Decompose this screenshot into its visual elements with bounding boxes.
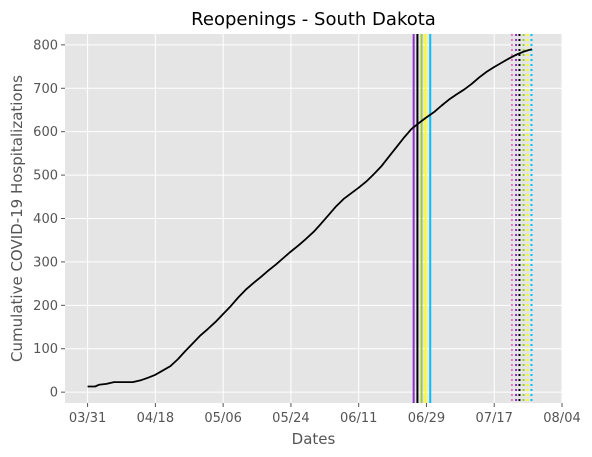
x-tick-label: 03/31	[69, 411, 106, 426]
x-tick-label: 06/29	[408, 411, 445, 426]
hospitalizations-series-line	[87, 48, 533, 388]
y-tick-label: 0	[50, 386, 58, 401]
x-tick-label: 04/18	[137, 411, 174, 426]
y-tick-label: 600	[33, 125, 58, 140]
y-tick-label: 100	[33, 342, 58, 357]
y-tick-label: 300	[33, 255, 58, 270]
y-tick-label: 200	[33, 299, 58, 314]
y-axis-title: Cumulative COVID-19 Hospitalizations	[8, 75, 26, 362]
y-tick-label: 800	[33, 38, 58, 53]
y-tick-label: 400	[33, 212, 58, 227]
y-tick-label: 700	[33, 82, 58, 97]
y-tick-label: 500	[33, 169, 58, 184]
x-tick-label: 05/24	[272, 411, 309, 426]
reopening-markers	[412, 34, 533, 403]
tick-labels: 03/31 04/18 05/06 05/24 06/11 06/29 07/17 08/04…	[33, 38, 581, 426]
chart-title: Reopenings - South Dakota	[191, 9, 436, 30]
series-layer	[87, 48, 533, 388]
x-axis-title: Dates	[292, 430, 336, 448]
x-tick-label: 06/11	[340, 411, 377, 426]
x-tick-label: 05/06	[204, 411, 241, 426]
x-tick-label: 07/17	[475, 411, 512, 426]
x-tick-label: 08/04	[543, 411, 580, 426]
